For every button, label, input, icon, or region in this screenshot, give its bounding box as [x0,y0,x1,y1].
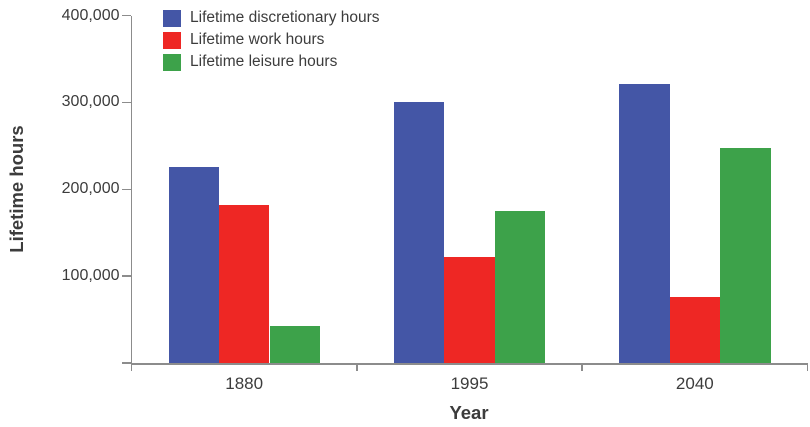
bar-lifetime-leisure-hours-2040 [720,148,771,363]
y-tick-label: 300,000 [61,93,120,111]
x-axis-line [130,363,809,365]
bar-lifetime-work-hours-1995 [444,257,495,363]
bar-lifetime-work-hours-2040 [669,296,721,363]
x-tick-label-2040: 2040 [675,374,714,393]
bar-lifetime-leisure-hours-1880 [269,325,320,363]
legend: Lifetime discretionary hours Lifetime wor… [163,7,380,73]
legend-swatch-lifetime-leisure-hours [163,53,181,71]
legend-swatch-lifetime-work-hours [163,31,181,49]
x-axis-tick [130,363,133,371]
y-axis-tick [121,101,131,104]
y-tick-label: 200,000 [61,180,120,198]
y-axis-tick [121,14,131,17]
legend-item-lifetime-work-hours: Lifetime work hours [163,29,380,51]
x-axis-title: Year [449,402,489,423]
y-axis-tick [121,275,131,277]
x-axis-tick [356,363,358,371]
x-tick-label-1995: 1995 [450,374,489,393]
bar-lifetime-discretionary-hours-1880 [168,166,220,363]
legend-label: Lifetime work hours [190,31,325,48]
y-axis-tick [121,362,131,364]
bar-lifetime-discretionary-hours-2040 [619,84,670,363]
legend-item-lifetime-discretionary-hours: Lifetime discretionary hours [163,7,380,29]
legend-item-lifetime-leisure-hours: Lifetime leisure hours [163,51,380,73]
x-tick-label-1880: 1880 [225,374,264,393]
y-tick-label: 400,000 [61,6,120,24]
bar-lifetime-leisure-hours-1995 [494,210,546,363]
legend-label: Lifetime discretionary hours [190,9,380,26]
y-axis-line [130,15,133,363]
legend-swatch-lifetime-discretionary-hours [163,9,181,27]
x-axis-tick [806,363,809,371]
bar-lifetime-work-hours-1880 [219,204,270,363]
y-axis-tick [121,188,131,190]
legend-label: Lifetime leisure hours [190,53,338,70]
y-tick-label: 100,000 [61,267,120,285]
bar-lifetime-discretionary-hours-1995 [394,102,445,363]
x-axis-tick [581,363,583,371]
